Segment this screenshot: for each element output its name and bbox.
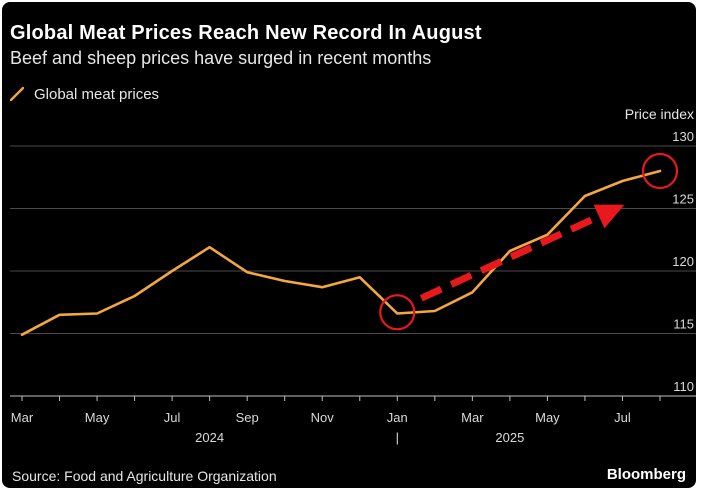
x-axis: Mar May Jul Sep Nov Jan Mar May Jul 2024 2025 |	[10, 395, 696, 445]
annotation-arrow-head	[593, 204, 625, 229]
source-note: Source: Food and Agriculture Organizatio…	[12, 468, 277, 484]
gridlines	[10, 145, 696, 334]
x-tick-label: May	[535, 410, 560, 425]
x-tick-label: Jan	[387, 410, 408, 425]
brand-logo: Bloomberg	[606, 466, 686, 483]
annotation-circle	[379, 294, 416, 331]
annotation-arrow-shaft	[419, 213, 601, 302]
legend-line-icon	[10, 87, 24, 101]
y-tick-label: 115	[673, 317, 694, 332]
chart-card: Global Meat Prices Reach New Record In A…	[2, 2, 696, 488]
chart-subtitle: Beef and sheep prices have surged in rec…	[10, 48, 432, 68]
chart-title: Global Meat Prices Reach New Record In A…	[10, 22, 482, 44]
y-axis-title: Price index	[625, 106, 694, 122]
y-tick-label: 120	[672, 254, 694, 269]
legend-label: Global meat prices	[34, 85, 160, 103]
series	[20, 169, 662, 337]
x-tick-label: Mar	[461, 410, 484, 425]
x-tick-label: Mar	[11, 410, 34, 425]
series-line-global-meat-prices	[20, 169, 662, 337]
x-year-label: 2024	[195, 430, 224, 445]
y-axis: 110 115 120 125 130 Price index	[625, 106, 694, 394]
x-year-label: 2025	[495, 430, 524, 445]
x-tick-label: May	[85, 410, 110, 425]
x-tick-label: Nov	[311, 410, 335, 425]
x-tick-label: Jul	[164, 410, 181, 425]
y-tick-label: 110	[673, 379, 694, 394]
y-tick-label: 130	[672, 129, 694, 144]
annotations	[379, 152, 679, 331]
y-tick-label: 125	[672, 192, 694, 207]
x-tick-label: Sep	[236, 410, 259, 425]
legend: Global meat prices	[10, 84, 159, 104]
x-tick-label: Jul	[614, 410, 631, 425]
annotation-circle	[641, 152, 679, 190]
x-year-divider: |	[396, 430, 399, 445]
line-chart: 110 115 120 125 130 Price index Mar May Jul Sep N…	[10, 106, 696, 445]
